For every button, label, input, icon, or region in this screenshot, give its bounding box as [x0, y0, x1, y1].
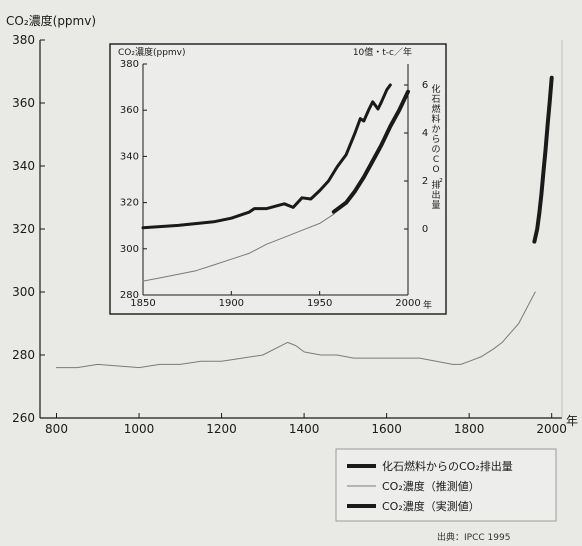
- inset-y-tick-label: 380: [120, 59, 139, 70]
- main-y-tick-label: 340: [12, 159, 35, 173]
- inset-y-tick-label: 320: [120, 198, 139, 209]
- source-note: 出典：IPCC 1995: [437, 531, 510, 543]
- main-x-tick-label: 1600: [371, 422, 402, 436]
- main-x-tick-label: 1400: [289, 422, 320, 436]
- inset-y2-tick-label: 0: [422, 224, 428, 235]
- legend-label: CO₂濃度（推測値）: [382, 479, 480, 493]
- legend-label: CO₂濃度（実測値）: [382, 499, 480, 513]
- main-series-measured-line: [532, 75, 554, 244]
- inset-x-tick-label: 1950: [307, 298, 332, 309]
- legend: 化石燃料からのCO₂排出量 CO₂濃度（推測値） CO₂濃度（実測値）: [335, 448, 557, 522]
- inset-series-estimated-line: [142, 213, 335, 282]
- main-series-estimated-line: [56, 291, 536, 369]
- inset-y2-tick-label: 2: [422, 176, 428, 187]
- legend-label: 化石燃料からのCO₂排出量: [382, 459, 513, 473]
- main-x-tick-label: 800: [45, 422, 68, 436]
- inset-frame: [109, 43, 447, 315]
- inset-y-tick-label: 360: [120, 105, 139, 116]
- inset-x-axis-label: 年: [423, 299, 432, 311]
- inset-series-emissions-line: [141, 83, 392, 230]
- inset-y-tick-label: 340: [120, 151, 139, 162]
- inset-series-measured-line: [331, 89, 410, 214]
- main-series: [56, 75, 554, 369]
- inset-x-tick-label: 1850: [130, 298, 155, 309]
- main-y-tick-label: 380: [12, 33, 35, 47]
- main-y-tick-label: 260: [12, 411, 35, 425]
- main-y-tick-label: 360: [12, 96, 35, 110]
- inset-series: [141, 83, 410, 282]
- main-y-tick-label: 280: [12, 348, 35, 362]
- main-x-tick-label: 1000: [124, 422, 155, 436]
- main-x-tick-label: 1200: [206, 422, 237, 436]
- inset-x-tick-label: 1900: [219, 298, 244, 309]
- inset-y2-tick-label: 4: [422, 128, 428, 139]
- inset-y-tick-label: 300: [120, 244, 139, 255]
- inset-y-tick-label: 280: [120, 290, 139, 301]
- inset-y2-vertical-label: 化石燃料からの C O₂ 排出量: [431, 83, 443, 211]
- legend-box: [335, 448, 557, 522]
- inset-y-axis-label: CO₂濃度(ppmv): [118, 46, 186, 58]
- inset-y2-axis-label: 10億・t-c／年: [353, 46, 412, 58]
- main-x-tick-label: 1800: [454, 422, 485, 436]
- inset-y2-tick-label: 6: [422, 80, 428, 91]
- inset-frame-box: [109, 43, 447, 315]
- inset-x-tick-label: 2000: [395, 298, 420, 309]
- inset-axes: 280 300 320 340 360 380 0 2 4 6 1850 1900 1950 2000 化石…: [120, 59, 443, 309]
- main-y-tick-label: 320: [12, 222, 35, 236]
- main-x-tick-label: 2000: [536, 422, 567, 436]
- main-x-axis-label: 年: [566, 414, 578, 428]
- main-y-tick-label: 300: [12, 285, 35, 299]
- main-y-axis-label: CO₂濃度(ppmv): [6, 13, 96, 28]
